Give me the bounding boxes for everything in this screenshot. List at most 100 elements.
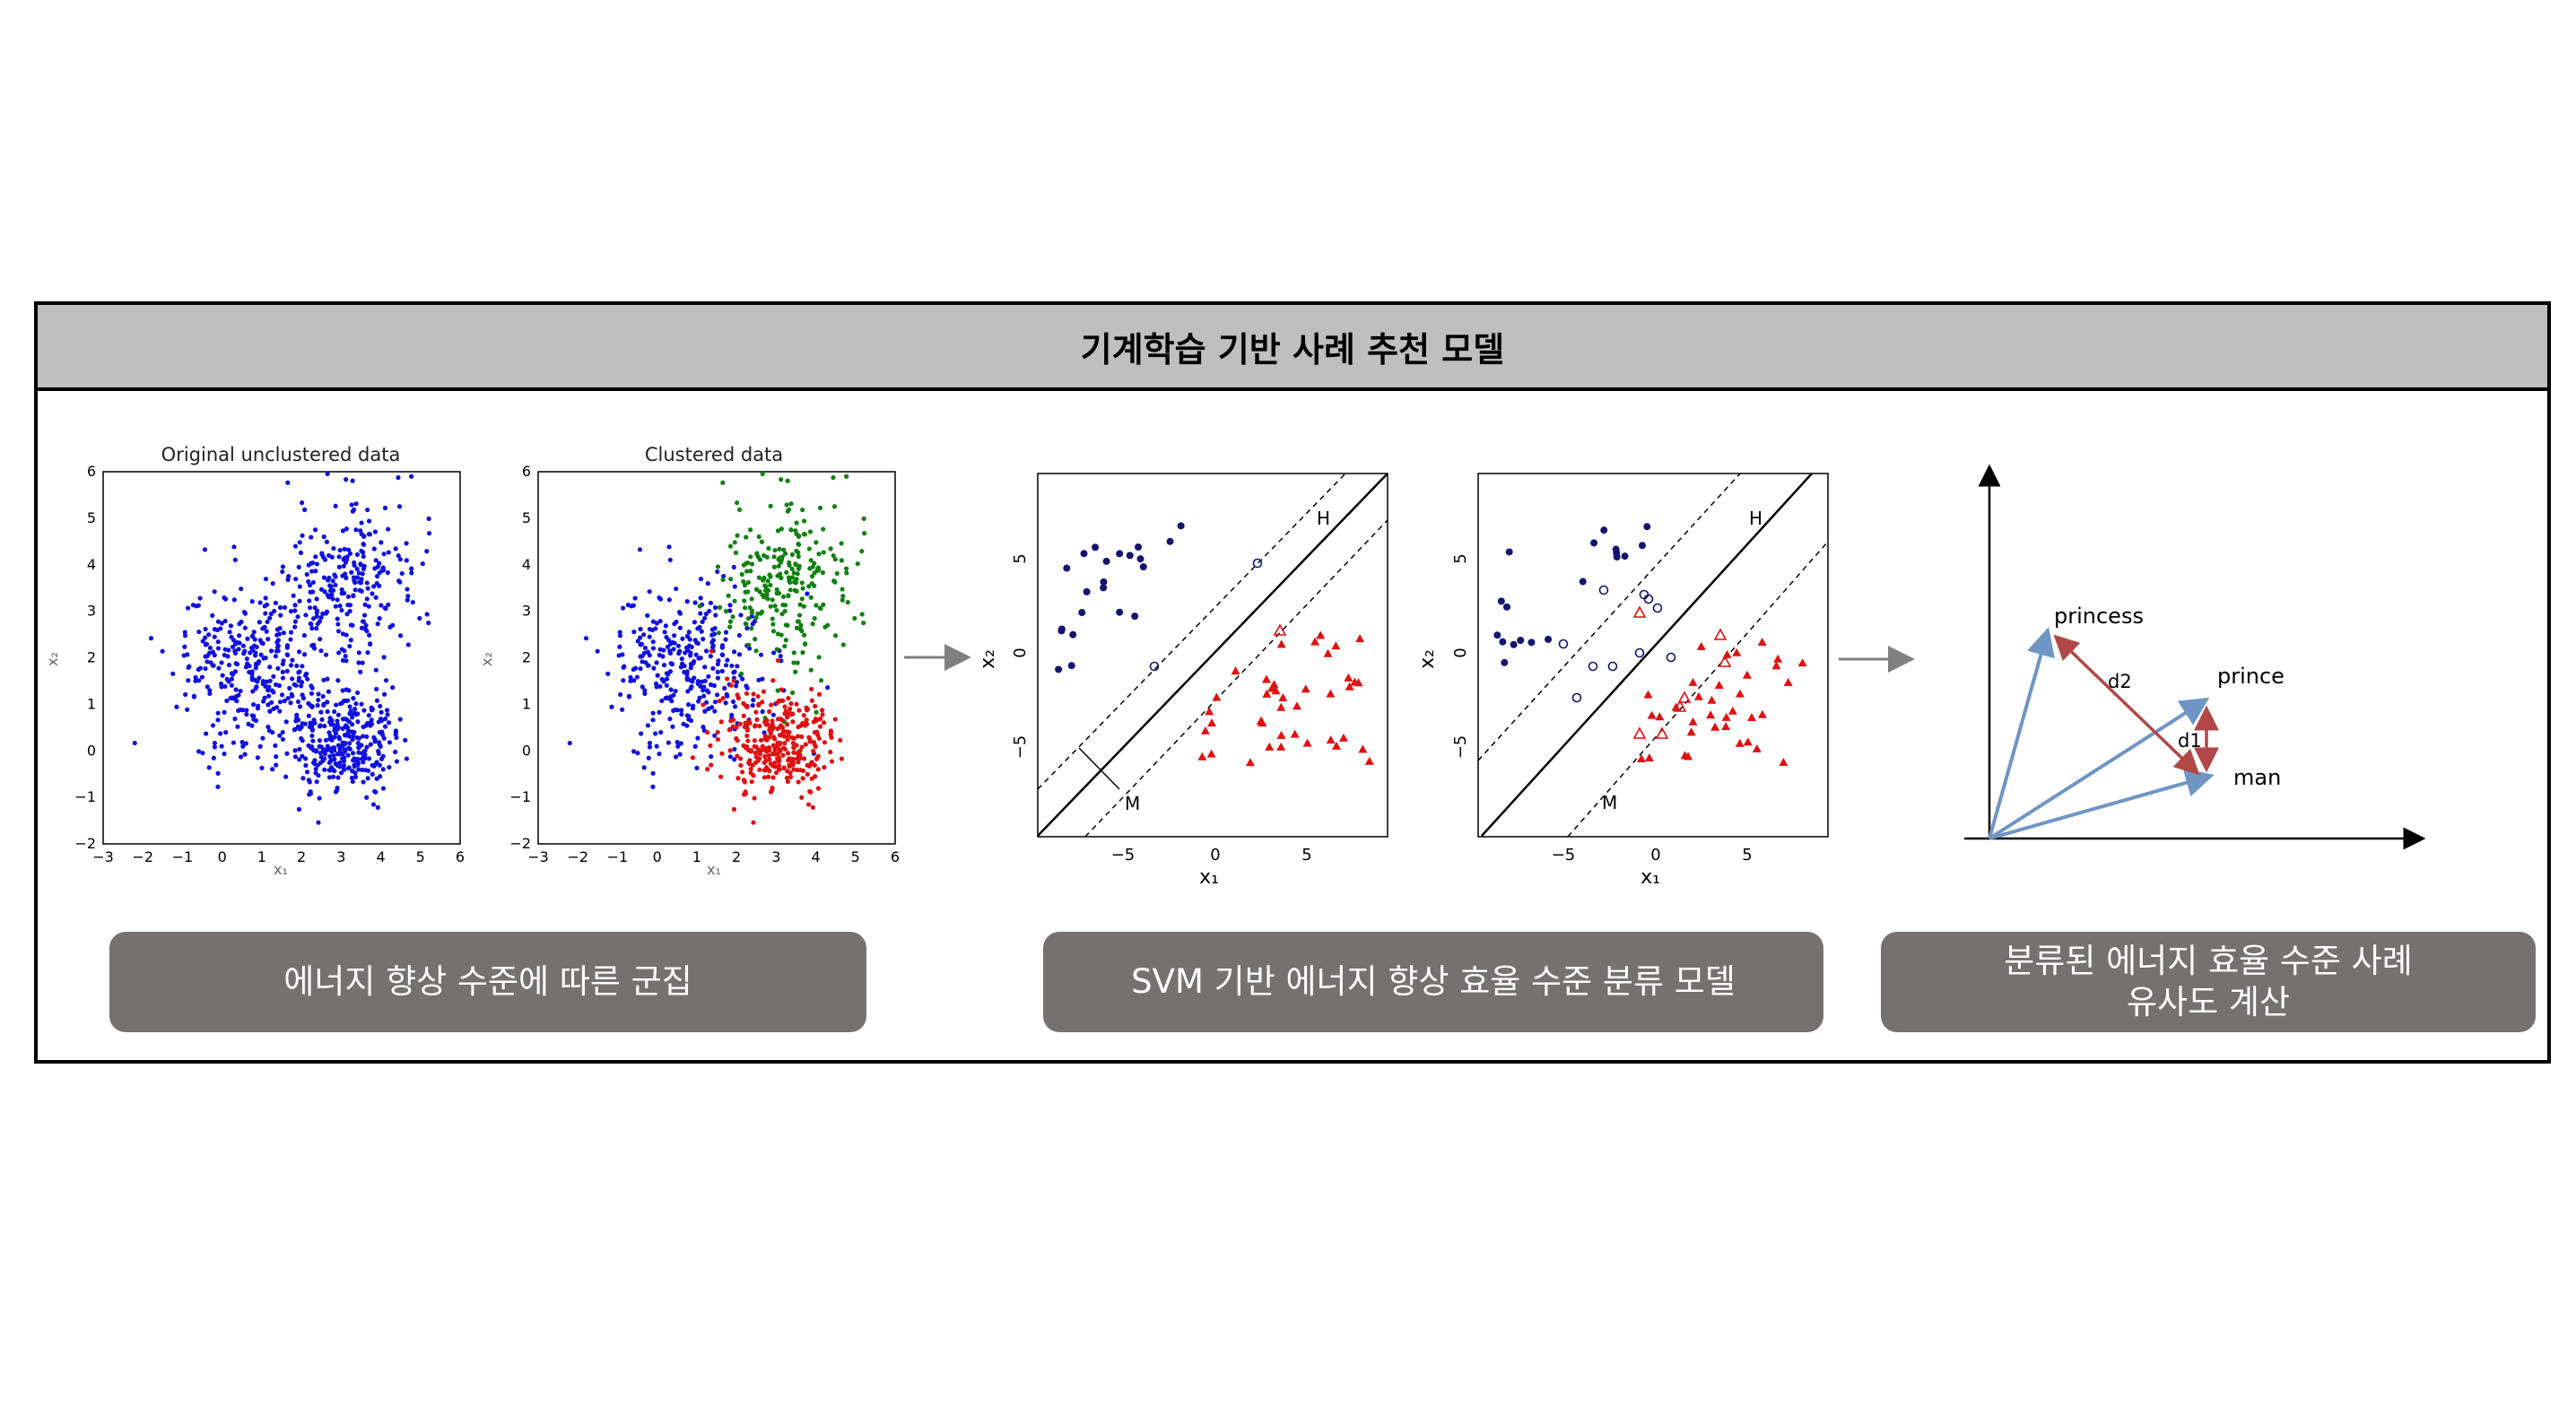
data-point — [844, 566, 849, 571]
data-point — [300, 753, 305, 759]
data-point — [751, 820, 756, 825]
data-point — [323, 611, 329, 616]
data-point — [347, 608, 352, 614]
class-b-point — [1331, 641, 1341, 650]
data-point — [641, 650, 648, 656]
data-point — [361, 553, 366, 560]
data-point — [794, 625, 800, 630]
data-point — [735, 533, 740, 538]
data-point — [753, 744, 759, 750]
data-point — [774, 647, 779, 652]
data-point — [263, 595, 268, 601]
data-point — [661, 662, 667, 668]
data-point — [667, 557, 673, 562]
data-point — [390, 685, 396, 691]
data-point — [760, 471, 765, 476]
data-point — [816, 691, 822, 697]
data-point — [215, 717, 221, 723]
man-label: man — [2233, 765, 2281, 790]
data-point — [253, 677, 258, 683]
princess-label: princess — [2054, 604, 2144, 629]
support-vector-a — [1588, 661, 1598, 672]
data-point — [280, 669, 285, 674]
data-point — [404, 558, 409, 563]
class-b-point — [1706, 710, 1716, 719]
data-point — [717, 604, 723, 610]
data-point — [318, 754, 324, 760]
data-point — [719, 751, 725, 756]
class-b-point — [1647, 710, 1657, 719]
data-point — [244, 708, 249, 713]
data-point — [775, 756, 780, 761]
data-point — [260, 735, 265, 741]
data-point — [748, 554, 753, 560]
data-point — [712, 604, 718, 611]
data-point — [795, 767, 800, 773]
data-point — [356, 660, 361, 665]
data-point — [820, 569, 826, 576]
data-point — [781, 547, 787, 552]
data-point — [775, 631, 781, 637]
data-point — [664, 634, 669, 640]
data-point — [735, 738, 740, 743]
data-point — [424, 549, 430, 554]
x-tick-label: −1 — [607, 848, 629, 865]
data-point — [316, 697, 321, 703]
caption-svm: SVM 기반 에너지 향상 효율 수준 분류 모델 — [1043, 932, 1823, 1032]
data-point — [219, 660, 224, 665]
data-point — [368, 742, 373, 747]
data-point — [185, 707, 190, 712]
data-point — [378, 717, 384, 722]
data-point — [861, 516, 866, 521]
data-point — [669, 662, 675, 667]
data-point — [718, 774, 724, 779]
original-plot-area — [102, 471, 461, 845]
data-point — [796, 534, 802, 539]
class-a-point — [1131, 613, 1139, 621]
data-point — [347, 551, 353, 556]
data-point — [647, 653, 652, 658]
data-point — [645, 723, 651, 728]
data-point — [724, 691, 729, 697]
data-point — [340, 752, 345, 757]
data-point — [214, 627, 221, 633]
data-point — [780, 745, 787, 751]
data-point — [832, 633, 839, 639]
data-point — [262, 604, 267, 609]
data-point — [634, 674, 640, 680]
data-point — [807, 737, 813, 743]
data-point — [789, 552, 796, 557]
data-point — [318, 744, 324, 750]
data-point — [631, 678, 637, 683]
data-point — [742, 598, 747, 604]
data-point — [736, 632, 743, 639]
data-point — [344, 575, 349, 581]
svm1-margin-lower — [1084, 519, 1388, 837]
data-point — [304, 571, 309, 578]
data-point — [790, 690, 796, 696]
data-point — [801, 756, 807, 761]
data-point — [689, 684, 694, 690]
data-point — [212, 744, 218, 750]
data-point — [405, 587, 410, 592]
class-b-point — [1752, 744, 1762, 753]
data-point — [770, 678, 776, 683]
data-point — [257, 620, 263, 625]
data-point — [796, 542, 802, 547]
data-point — [775, 688, 780, 693]
data-point — [309, 733, 315, 739]
data-point — [219, 621, 224, 626]
y-tick-label: 5 — [1451, 553, 1470, 563]
data-point — [673, 688, 678, 694]
data-point — [187, 664, 192, 669]
class-a-point — [1600, 526, 1608, 534]
data-point — [322, 724, 327, 729]
data-point — [692, 659, 697, 665]
data-point — [732, 757, 737, 762]
data-point — [331, 774, 336, 779]
support-vector-a — [1598, 585, 1609, 595]
class-b-point — [1779, 757, 1788, 766]
data-point — [377, 762, 382, 768]
data-point — [852, 615, 857, 621]
data-point — [335, 752, 340, 757]
